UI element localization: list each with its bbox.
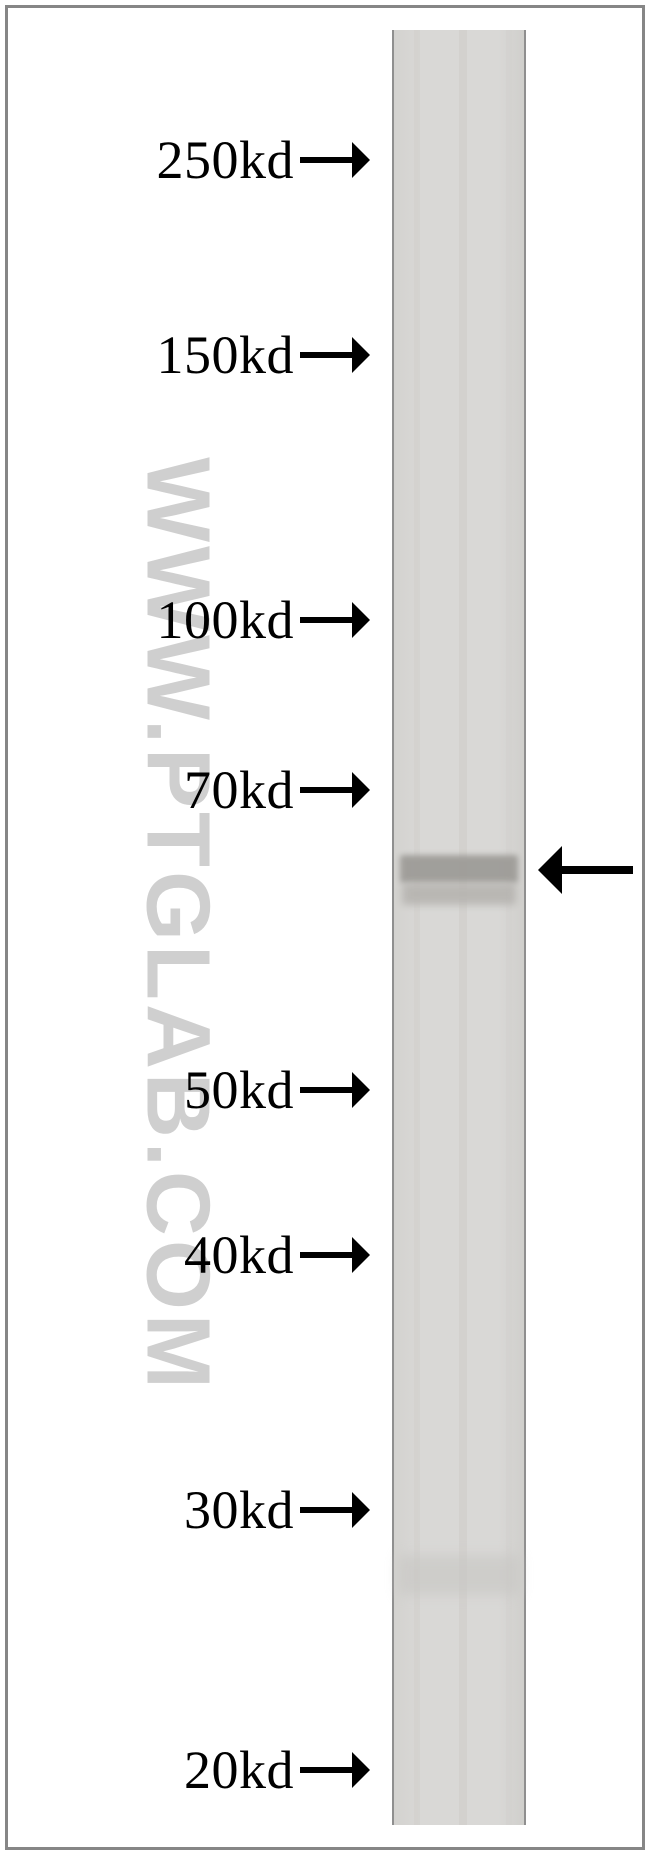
blot-band [398, 1555, 520, 1595]
marker-label: 30kd [184, 1478, 370, 1543]
marker-arrow-icon [300, 142, 370, 178]
marker-text: 50kd [184, 1059, 294, 1121]
marker-text: 250kd [157, 129, 295, 191]
blot-band [402, 883, 516, 905]
marker-label: 70kd [184, 758, 370, 823]
marker-arrow-icon [300, 1072, 370, 1108]
marker-label: 40kd [184, 1223, 370, 1288]
marker-arrow-icon [300, 602, 370, 638]
marker-arrow-icon [300, 1237, 370, 1273]
marker-label: 50kd [184, 1058, 370, 1123]
marker-text: 150kd [157, 324, 295, 386]
result-arrow-icon [538, 846, 633, 894]
marker-text: 30kd [184, 1479, 294, 1541]
marker-label: 150kd [157, 323, 371, 388]
marker-arrow-icon [300, 1752, 370, 1788]
marker-text: 20kd [184, 1739, 294, 1801]
marker-label: 100kd [157, 588, 371, 653]
marker-arrow-icon [300, 337, 370, 373]
marker-label: 20kd [184, 1738, 370, 1803]
marker-text: 100kd [157, 589, 295, 651]
marker-arrow-icon [300, 772, 370, 808]
marker-text: 70kd [184, 759, 294, 821]
blot-band [400, 855, 518, 883]
outer-border [5, 5, 645, 1850]
marker-label: 250kd [157, 128, 371, 193]
marker-arrow-icon [300, 1492, 370, 1528]
marker-text: 40kd [184, 1224, 294, 1286]
